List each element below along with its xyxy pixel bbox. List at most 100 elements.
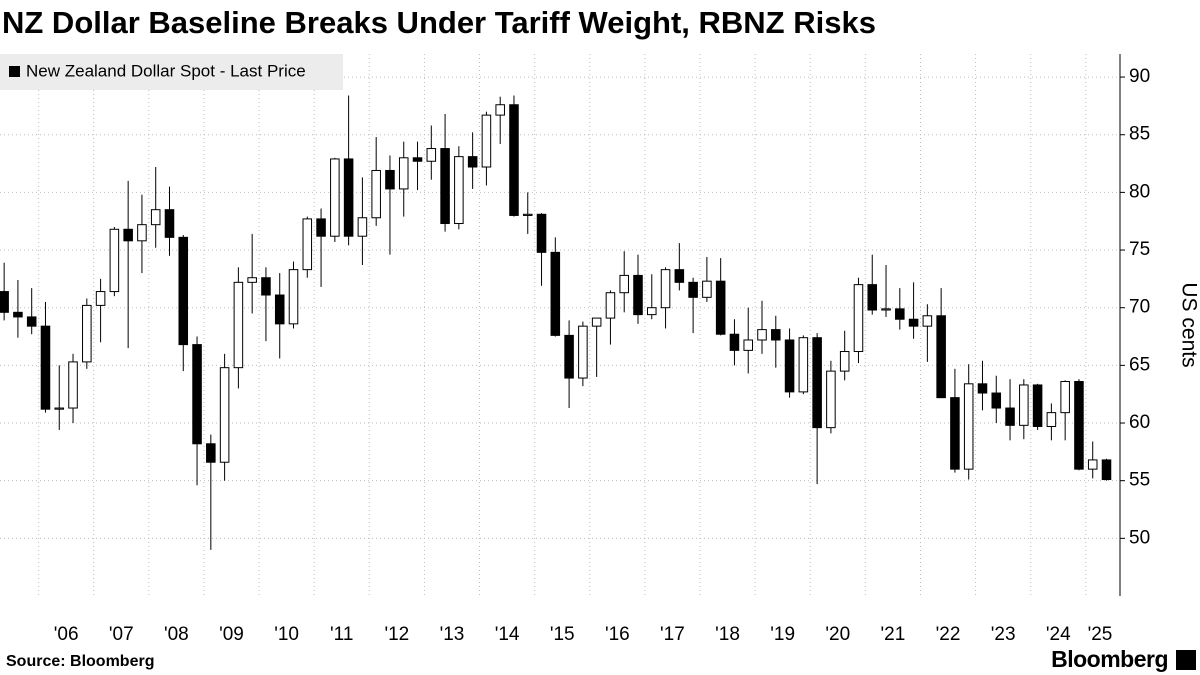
- candle-body: [95, 291, 106, 306]
- candle-body: [729, 333, 740, 351]
- legend-swatch: [9, 66, 20, 77]
- candle-body: [247, 277, 257, 283]
- candle-body: [440, 148, 450, 225]
- candle-body: [963, 383, 974, 470]
- x-tick-label: '18: [715, 624, 740, 645]
- candle-body: [674, 269, 685, 283]
- candle-body: [288, 269, 299, 325]
- candle-body: [343, 158, 354, 237]
- candle-body: [1087, 459, 1098, 470]
- candle-body: [261, 277, 271, 296]
- candle-body: [633, 274, 643, 316]
- candle-body: [357, 217, 368, 237]
- candle-body: [123, 228, 133, 242]
- x-tick-label: '15: [550, 624, 575, 645]
- candle-body: [68, 361, 78, 409]
- candle-body: [1074, 381, 1084, 470]
- candle-body: [164, 209, 175, 238]
- candle-body: [206, 443, 216, 463]
- candle-body: [536, 213, 547, 253]
- candle-body: [647, 307, 657, 316]
- x-tick-label: '16: [605, 624, 630, 645]
- candle-body: [467, 156, 478, 168]
- x-tick-label: '08: [164, 624, 189, 645]
- candle-body: [1005, 407, 1015, 426]
- y-tick-label: 75: [1129, 239, 1150, 260]
- legend-box: [0, 54, 343, 90]
- candle-body: [412, 157, 423, 162]
- candle-body: [950, 397, 960, 470]
- candle-body: [591, 317, 602, 327]
- candle-body: [1101, 459, 1112, 481]
- candle-body: [564, 334, 574, 379]
- candle-body: [688, 281, 698, 298]
- y-tick-label: 60: [1129, 412, 1150, 433]
- brand-icon: [1176, 650, 1196, 670]
- candle-body: [26, 316, 37, 327]
- candle-body: [82, 304, 92, 363]
- x-tick-label: '19: [770, 624, 795, 645]
- x-tick-label: '24: [1046, 624, 1071, 645]
- candle-body: [1060, 381, 1070, 414]
- x-tick-label: '10: [274, 624, 299, 645]
- candle-body: [743, 339, 753, 351]
- x-tick-label: '14: [495, 624, 520, 645]
- candle-body: [867, 284, 878, 311]
- y-tick-label: 65: [1129, 354, 1150, 375]
- x-tick-label: '09: [219, 624, 244, 645]
- x-tick-label: '17: [660, 624, 685, 645]
- candle-body: [605, 292, 616, 319]
- candle-body: [316, 218, 326, 237]
- brand-logo: Bloomberg: [1051, 646, 1168, 672]
- candle-body: [784, 339, 795, 393]
- y-tick-label: 70: [1129, 297, 1150, 318]
- x-tick-label: '11: [330, 624, 353, 645]
- candle-body: [509, 104, 519, 216]
- candle-body: [274, 294, 285, 325]
- y-tick-label: 90: [1129, 66, 1150, 87]
- candle-body: [454, 156, 464, 225]
- candle-body: [330, 158, 340, 237]
- y-axis-label: US cents: [1177, 282, 1200, 367]
- candle-body: [977, 383, 988, 394]
- x-tick-label: '21: [881, 624, 906, 645]
- chart-title: NZ Dollar Baseline Breaks Under Tariff W…: [2, 5, 876, 40]
- candle-body: [550, 251, 561, 336]
- x-tick-label: '07: [109, 624, 134, 645]
- candle-body: [895, 308, 905, 320]
- candle-body: [54, 407, 65, 410]
- candle-body: [233, 281, 244, 369]
- candle-body: [481, 114, 492, 168]
- candle-body: [619, 274, 629, 294]
- candle-body: [192, 344, 202, 445]
- source: Source: Bloomberg: [6, 653, 154, 670]
- candle-body: [881, 308, 891, 311]
- x-tick-label: '25: [1088, 624, 1113, 645]
- candle-body: [922, 315, 933, 327]
- x-tick-label: '23: [991, 624, 1016, 645]
- candle-body: [40, 325, 51, 410]
- y-tick-label: 80: [1129, 181, 1150, 202]
- candle-body: [495, 104, 505, 116]
- x-tick-label: '22: [936, 624, 961, 645]
- y-tick-label: 85: [1129, 124, 1150, 145]
- candle-body: [0, 291, 9, 313]
- candle-body: [522, 213, 533, 216]
- candle-body: [908, 318, 919, 327]
- x-tick-label: '06: [54, 624, 79, 645]
- candle-body: [936, 315, 946, 399]
- candle-body: [771, 329, 781, 341]
- y-tick-label: 55: [1129, 470, 1150, 491]
- candle-body: [398, 157, 409, 190]
- candle-body: [426, 148, 437, 162]
- y-tick-label: 50: [1129, 527, 1150, 548]
- x-tick-label: '12: [384, 624, 409, 645]
- candle-body: [757, 329, 767, 341]
- candle-body: [702, 280, 712, 298]
- candle-body: [578, 325, 588, 379]
- candle-body: [302, 218, 313, 271]
- candle-body: [839, 351, 850, 372]
- legend-label: New Zealand Dollar Spot - Last Price: [26, 61, 306, 80]
- candle-body: [826, 370, 836, 429]
